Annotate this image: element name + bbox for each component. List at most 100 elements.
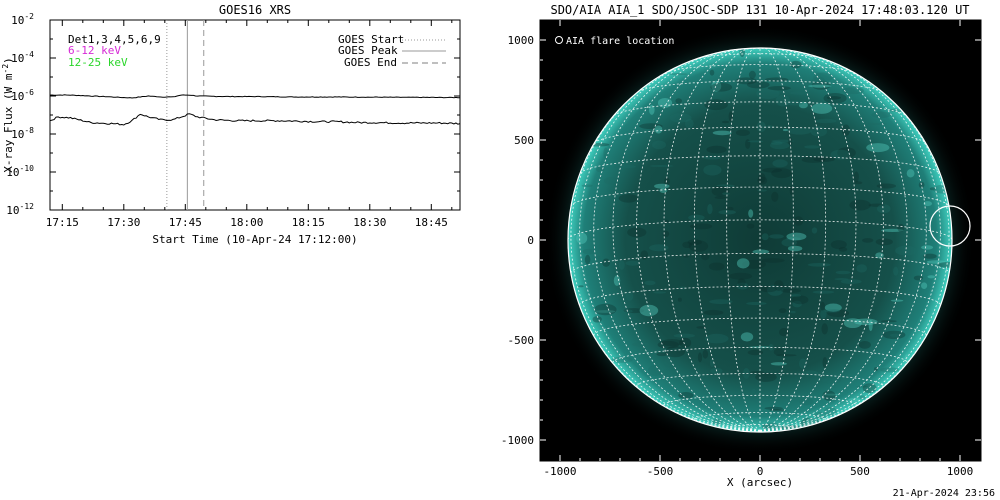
texture-blob [856, 385, 868, 388]
texture-blob [584, 254, 591, 265]
texture-blob [779, 328, 789, 337]
texture-blob [656, 352, 668, 357]
grid-line [637, 80, 883, 93]
texture-blob [703, 164, 722, 176]
texture-blob [856, 264, 868, 273]
grid-line [593, 126, 927, 144]
texture-blob [785, 100, 804, 106]
texture-blob [750, 371, 764, 374]
texture-blob [677, 297, 682, 302]
flare-legend-marker [555, 36, 563, 44]
texture-blob [619, 309, 633, 314]
grid-line [759, 48, 857, 432]
texture-blob [792, 300, 802, 308]
texture-blob [654, 125, 663, 134]
y-tick-label: 10-4 [11, 50, 34, 65]
texture-blob [682, 241, 692, 248]
texture-blob [704, 333, 729, 344]
grid-line [579, 55, 761, 432]
texture-blob [639, 123, 663, 130]
texture-blob [683, 254, 690, 258]
texture-blob [659, 369, 680, 377]
texture-blob [897, 223, 905, 232]
texture-blob [709, 69, 715, 76]
texture-blob [710, 82, 733, 92]
y-tick-label: 10-10 [6, 164, 34, 179]
grid-line [570, 186, 950, 207]
solar-limb [567, 47, 953, 433]
texture-blob [813, 156, 836, 162]
detector-label: Det1,3,4,5,6,9 [68, 33, 161, 46]
texture-blob [664, 347, 685, 352]
texture-blob [787, 127, 812, 135]
texture-blob [696, 326, 707, 329]
texture-blob [764, 406, 783, 410]
image-title: SDO/AIA AIA_1 SDO/JSOC-SDP 131 10-Apr-20… [550, 3, 969, 17]
texture-blob [613, 164, 636, 169]
texture-blob [771, 191, 779, 202]
flare-legend-label: AIA flare location [566, 36, 674, 47]
texture-blob [684, 118, 694, 129]
texture-blob [798, 101, 808, 109]
texture-blob [875, 238, 893, 246]
texture-blob [711, 185, 730, 197]
texture-blob [747, 140, 764, 143]
texture-blob [821, 377, 842, 384]
texture-blob [594, 303, 617, 316]
image-y-tick-label: 0 [527, 234, 534, 247]
texture-blob [662, 230, 670, 238]
texture-blob [659, 188, 668, 194]
texture-blob [748, 70, 756, 79]
texture-blob [814, 411, 827, 420]
texture-blob [709, 358, 715, 368]
y-axis-ticks: 10-2 10-4 10-6 10-8 10-10 10-12 [6, 12, 460, 217]
texture-blob [775, 354, 797, 357]
energy-band-label-1: 6-12 keV [68, 44, 121, 57]
texture-blob [791, 295, 809, 305]
texture-blob [876, 183, 896, 189]
texture-blob [735, 129, 750, 136]
texture-blob [602, 258, 610, 267]
texture-blob [788, 137, 793, 146]
texture-blob [627, 227, 647, 238]
texture-blob [807, 263, 831, 267]
series-line-2 [49, 113, 461, 126]
texture-blob [799, 358, 807, 369]
texture-blob [834, 278, 849, 281]
texture-blob [746, 223, 755, 229]
texture-blob [822, 357, 828, 369]
texture-blob [771, 168, 793, 179]
texture-blob [791, 294, 802, 297]
x-tick-label: 18:00 [230, 216, 263, 229]
texture-blob [576, 232, 588, 244]
texture-blob [688, 240, 709, 252]
texture-blob [799, 398, 814, 406]
goes-xrs-chart: GOES16 XRS 10-2 10-4 10-6 10-8 10-10 10-12 17… [1, 3, 461, 246]
texture-blob [862, 238, 874, 243]
texture-blob [675, 98, 682, 104]
texture-blob [923, 201, 932, 207]
chart-title: GOES16 XRS [219, 3, 291, 17]
texture-blob [842, 87, 864, 95]
image-x-tick-label: -1000 [543, 465, 576, 478]
texture-blob [679, 337, 692, 348]
texture-blob [653, 291, 667, 294]
texture-blob [752, 249, 769, 254]
texture-blob [854, 108, 859, 115]
texture-blob [812, 290, 835, 294]
texture-blob [689, 223, 713, 230]
texture-blob [863, 122, 887, 125]
texture-blob [826, 96, 842, 100]
texture-blob [664, 177, 670, 186]
texture-blob [596, 255, 601, 266]
texture-blob [853, 171, 859, 183]
y-tick-label: 10-6 [11, 88, 34, 103]
texture-blob [688, 214, 705, 221]
texture-blob [687, 239, 702, 246]
footer-date: 21-Apr-2024 23:56 [893, 488, 995, 499]
texture-blob [811, 76, 826, 89]
texture-blob [893, 266, 899, 276]
texture-blob [736, 258, 750, 269]
image-axis-ticks: -1000 -1000 -500 -500 0 0 500 500 1000 1000 [501, 20, 981, 478]
